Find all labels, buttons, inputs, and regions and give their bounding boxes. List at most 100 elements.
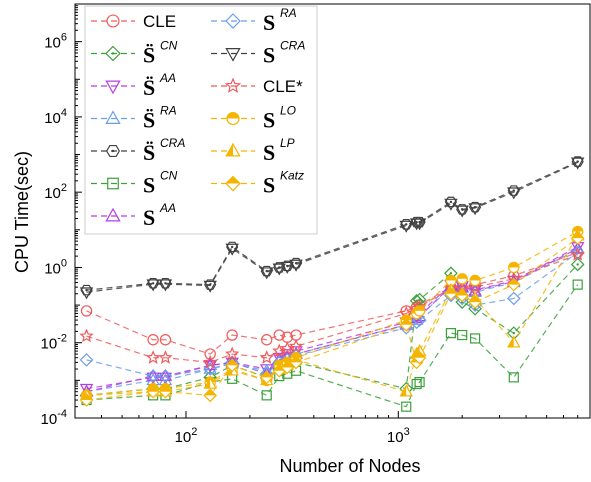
marker-fill [80,394,93,401]
marker [159,277,172,289]
legend-label: S [143,205,155,230]
marker [224,77,242,93]
marker [203,361,217,374]
marker [413,216,426,228]
marker [147,277,160,289]
legend-label: S̈ [143,43,155,68]
marker-fill [260,371,273,378]
legend-label-sup: LP [280,136,295,150]
y-tick-label: 100 [44,257,67,277]
marker [106,14,120,28]
marker-dot [164,282,167,285]
marker [106,144,120,158]
legend-label: S̈ [143,140,155,165]
marker-dot [151,282,155,285]
marker [456,204,469,215]
legend-item: S RA [211,6,297,35]
legend-label-sup: RA [160,104,177,118]
legend-item: S Katz [211,169,304,198]
legend-label-sup: LO [280,104,296,118]
legend-label-sup: Katz [280,169,304,183]
legend-item: S AA [91,201,176,230]
series-S-katz-12 [79,231,585,407]
marker [401,401,412,412]
marker [226,241,239,253]
marker [445,328,457,339]
legend-item: S CRA [211,39,305,68]
marker-fill [227,112,239,119]
legend-item: S CN [91,169,178,198]
marker-fill [444,287,457,294]
legend-label: S̈ [143,108,155,133]
marker [202,354,218,369]
series-layer [79,156,585,412]
marker [226,329,238,341]
marker [468,201,482,213]
marker [444,198,458,211]
marker [80,284,93,296]
axes-layer: 10-4 10-2 100 102 104 106 102 103 [41,3,591,446]
marker [412,218,427,231]
marker [280,261,295,274]
marker-fill [204,378,211,389]
y-tick-label: 10-4 [41,408,67,428]
legend-label: S [143,173,155,198]
legend-label: S [263,10,275,35]
legend-label-sup: CN [160,169,178,183]
y-tick-label: 10-2 [41,333,67,353]
legend-label: S [263,108,275,133]
marker [506,291,521,306]
marker-fill [571,232,584,239]
marker [289,257,303,269]
marker [273,329,285,341]
marker [146,369,160,383]
marker-fill [226,176,240,184]
marker [570,257,585,272]
series-line [86,248,578,393]
marker [261,390,272,401]
legend-label: S [263,173,275,198]
legend-label: S̈ [143,75,155,100]
marker [444,196,458,208]
marker-fill [226,359,239,366]
marker [158,350,173,364]
marker-dot [405,223,408,226]
marker [455,205,469,218]
marker-fill [400,318,413,325]
legend-label-sup: CRA [280,39,305,53]
legend-label: S [263,140,275,165]
legend-item: S̈ AA [91,71,176,100]
legend-item: S̈ CRA [91,136,185,165]
legend-item: S̈ CN [91,39,178,68]
marker-fill [507,278,520,285]
marker [399,220,413,233]
marker-fill [508,336,514,347]
legend-label: CLE [143,12,176,31]
marker [400,219,413,230]
legend-label: CLE* [263,77,303,96]
x-tick-label: 102 [175,426,198,446]
marker-fill [414,305,425,311]
marker-fill [226,364,233,375]
marker [79,287,94,300]
x-axis-title: Number of Nodes [279,456,420,476]
marker [261,334,273,346]
marker-dot [576,263,579,266]
marker [289,259,303,272]
marker [280,340,295,355]
series-S-lp-11 [79,228,585,401]
marker-fill [508,262,519,268]
y-axis-title: CPU Time(sec) [12,151,32,273]
marker-fill [456,289,469,296]
marker [105,207,121,222]
marker [80,305,93,317]
marker-dot [449,200,453,204]
marker [570,245,585,260]
marker [203,280,217,293]
marker [570,157,585,170]
marker-fill [469,296,482,303]
marker [105,45,121,62]
marker-dot [111,149,115,153]
y-tick-label: 104 [44,107,67,127]
marker-fill [226,144,233,156]
